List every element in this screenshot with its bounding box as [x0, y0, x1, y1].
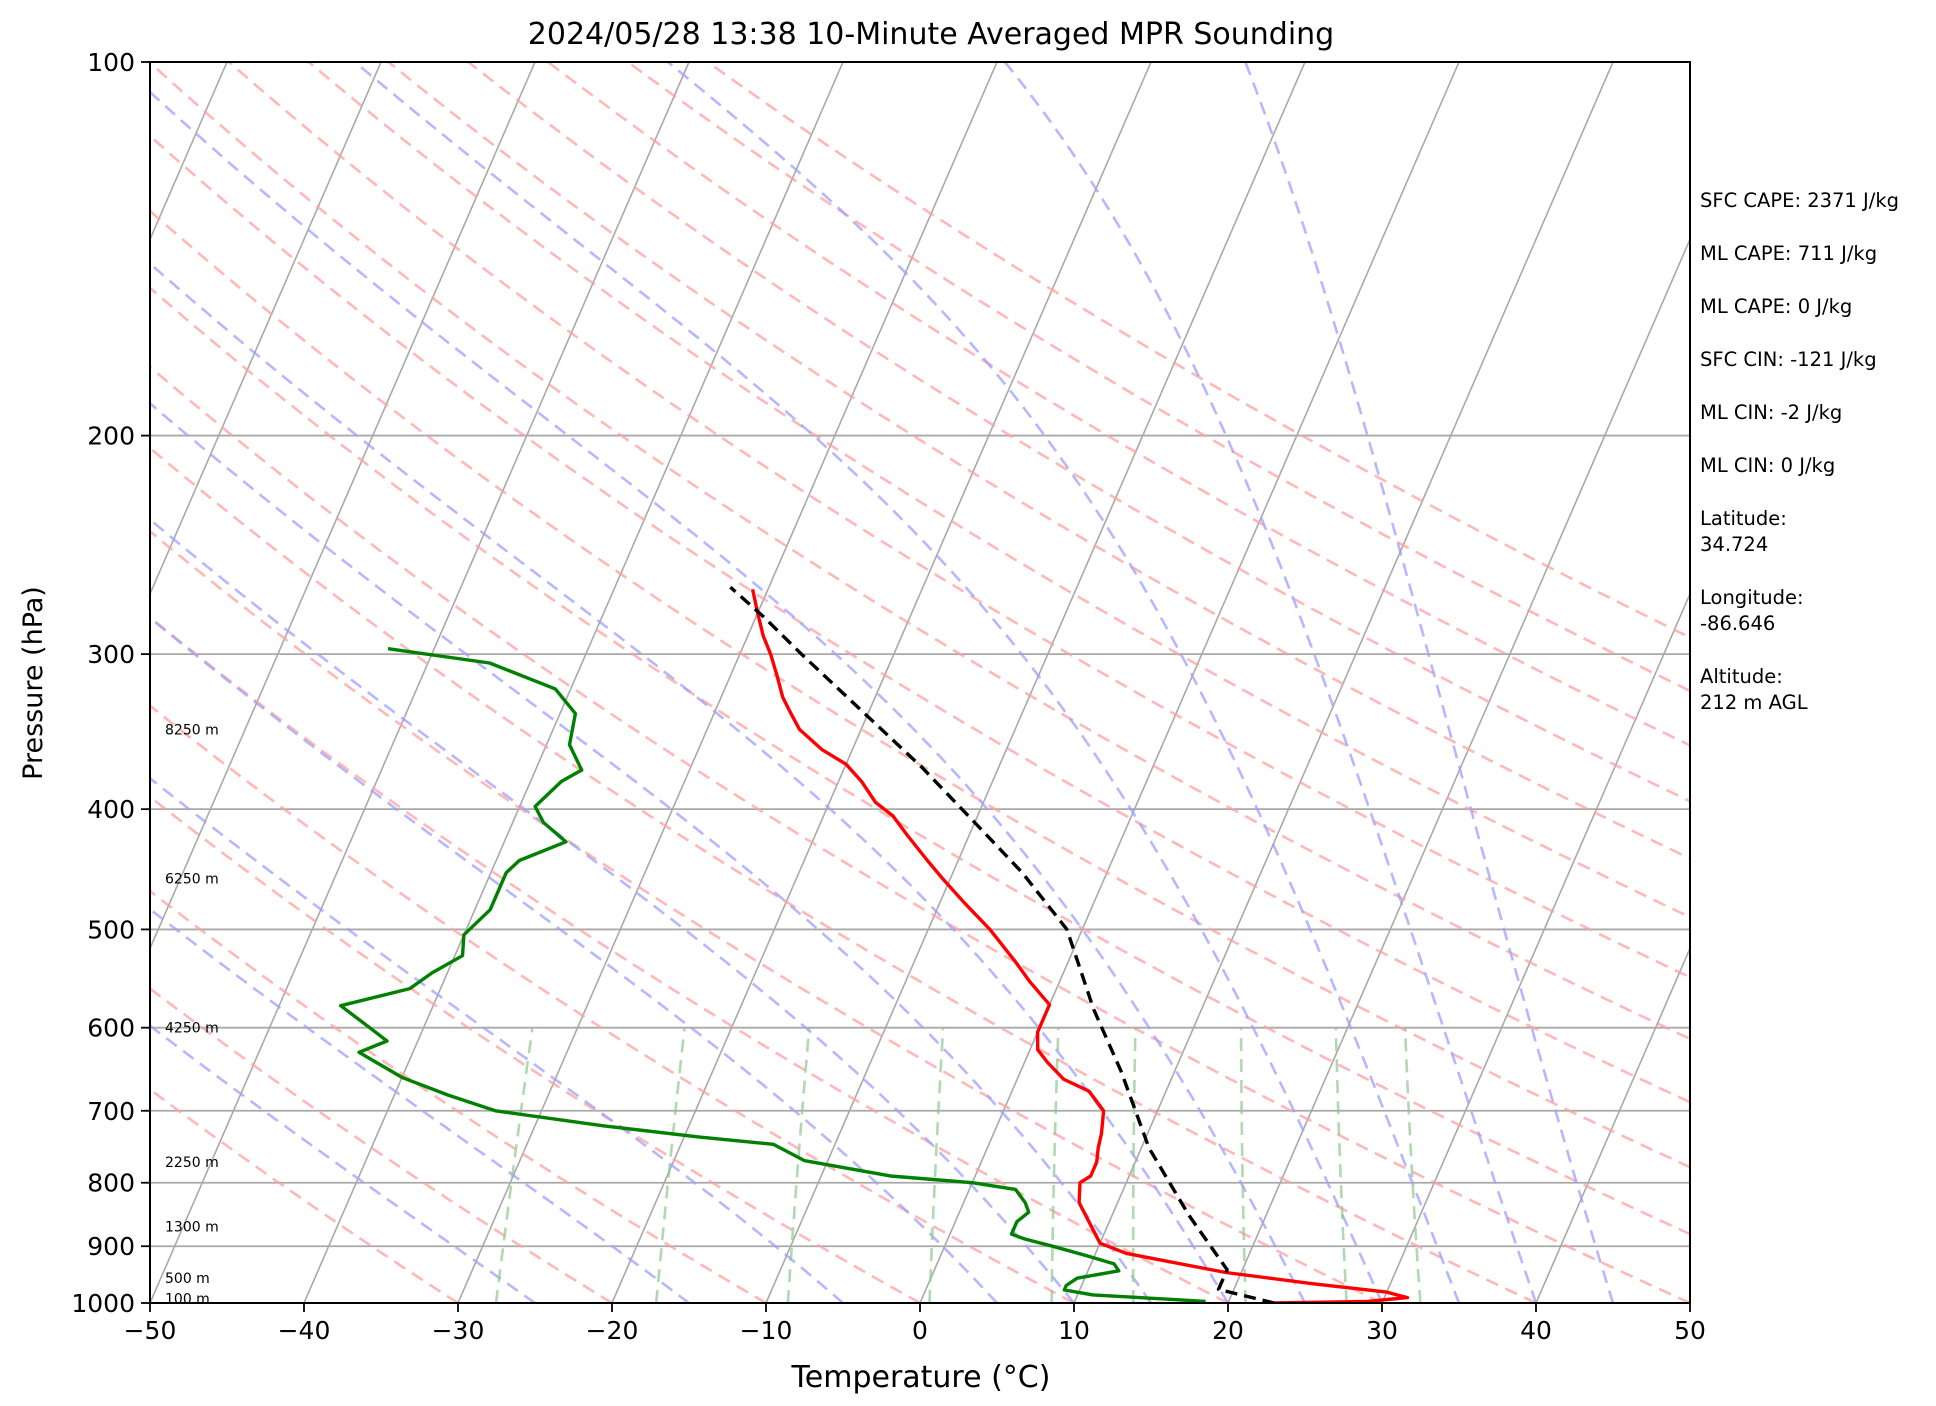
moist-adiabat	[150, 907, 690, 1303]
ml-cin-label-2: ML CIN: 0 J/kg	[1700, 454, 1836, 477]
sfc-cape-label: SFC CAPE: 2371 J/kg	[1700, 189, 1900, 212]
mixing-ratio-line	[494, 1027, 534, 1303]
height-label: 500 m	[165, 1271, 210, 1287]
ml-cin-label: ML CIN: -2 J/kg	[1700, 401, 1843, 424]
isotherm-20	[1227, 237, 1690, 1303]
y-tick-label: 400	[87, 795, 135, 824]
latitude-label: Latitude: 34.724	[1700, 507, 1787, 556]
temperature-profile	[750, 588, 1410, 1303]
y-tick-label: 500	[87, 915, 135, 944]
x-tick-label: 0	[912, 1316, 928, 1345]
x-tick-label: 50	[1674, 1316, 1706, 1345]
moist-adiabat	[150, 90, 1307, 1303]
isotherm--30	[457, 62, 998, 1303]
x-tick-label: −30	[432, 1316, 485, 1345]
height-label: 1300 m	[165, 1220, 219, 1236]
height-label: 6250 m	[165, 872, 219, 888]
ml-cape-label: ML CAPE: 711 J/kg	[1700, 242, 1878, 265]
y-tick-label: 1000	[71, 1289, 135, 1318]
chart-title: 2024/05/28 13:38 10-Minute Averaged MPR …	[528, 17, 1334, 52]
dewpoint-profile	[339, 647, 1206, 1303]
y-tick-label: 100	[87, 48, 135, 77]
dry-adiabat	[150, 615, 1229, 1303]
x-tick-label: 40	[1520, 1316, 1552, 1345]
height-label: 100 m	[165, 1292, 210, 1308]
moist-adiabat	[667, 62, 1461, 1303]
dry-adiabat	[150, 134, 1690, 1104]
y-tick-label: 200	[87, 422, 135, 451]
isotherm-10	[1073, 62, 1614, 1303]
x-tick-label: −20	[586, 1316, 639, 1345]
isotherm-40	[1535, 946, 1690, 1303]
moist-adiabat	[150, 517, 1076, 1303]
dry-adiabat	[150, 62, 1690, 1041]
axes: −50 −40 −30 −20 −10 0 10 20 30 40 50 1000 900 800 700 6…	[71, 48, 1706, 1345]
x-tick-label: 20	[1212, 1316, 1244, 1345]
longitude-label: Longitude: -86.646	[1700, 586, 1804, 635]
dry-adiabat	[150, 209, 1690, 1169]
mixing-ratio-line	[1050, 1027, 1060, 1303]
mixing-ratio-line	[1403, 1027, 1422, 1303]
y-tick-label: 600	[87, 1014, 135, 1043]
plot-frame	[149, 61, 1691, 1304]
moist-adiabat	[150, 401, 1153, 1303]
isotherm-30	[1381, 591, 1690, 1303]
isotherm--60	[150, 62, 536, 951]
isotherm--20	[611, 62, 1152, 1303]
dry-adiabat	[150, 889, 767, 1303]
x-tick-label: −40	[278, 1316, 331, 1345]
mixing-ratio-line	[1131, 1027, 1137, 1303]
isotherm--50	[150, 62, 690, 1303]
moist-adiabat	[1244, 62, 1615, 1303]
y-tick-label: 300	[87, 640, 135, 669]
isotherm--40	[303, 62, 844, 1303]
dry-adiabat	[307, 62, 1690, 919]
dry-adiabat	[150, 286, 1690, 1236]
x-tick-label: 30	[1366, 1316, 1398, 1345]
parcel-profile	[729, 585, 1275, 1303]
moist-adiabat	[150, 1024, 536, 1303]
y-tick-label: 900	[87, 1232, 135, 1261]
y-tick-label: 700	[87, 1097, 135, 1126]
mixing-ratio-line	[1239, 1027, 1247, 1303]
ml-cape-label-2: ML CAPE: 0 J/kg	[1700, 295, 1853, 318]
dry-adiabat	[150, 1087, 459, 1303]
mixing-ratio-line	[786, 1027, 811, 1303]
moist-adiabat	[150, 616, 998, 1303]
moist-adiabat	[1003, 62, 1538, 1303]
mixing-ratio-line	[928, 1027, 945, 1303]
isotherm-0	[919, 62, 1460, 1303]
sounding-profiles	[339, 585, 1410, 1303]
altitude-label: Altitude: 212 m AGL	[1700, 665, 1808, 714]
moist-adiabat	[150, 261, 1230, 1303]
height-label: 8250 m	[165, 722, 219, 738]
dry-adiabat	[387, 62, 1690, 860]
x-tick-label: −10	[740, 1316, 793, 1345]
reference-lines	[150, 62, 1690, 1303]
x-axis-label: Temperature (°C)	[791, 1360, 1051, 1395]
x-tick-label: 10	[1058, 1316, 1090, 1345]
dry-adiabat	[706, 62, 1690, 639]
height-label: 4250 m	[165, 1021, 219, 1037]
mixing-ratio-line	[1334, 1027, 1348, 1303]
dry-adiabat	[150, 704, 1075, 1303]
dry-adiabat	[150, 365, 1690, 1303]
y-axis-label: Pressure (hPa)	[18, 586, 49, 780]
isotherm--70	[150, 62, 382, 596]
dry-adiabat	[150, 529, 1383, 1303]
height-label: 2250 m	[165, 1155, 219, 1171]
dry-adiabat	[228, 62, 1690, 979]
sounding-parameters-panel: SFC CAPE: 2371 J/kg ML CAPE: 711 J/kg ML…	[1700, 188, 1930, 743]
dry-adiabat	[150, 446, 1537, 1303]
mixing-ratio-line	[654, 1027, 686, 1303]
dry-adiabat	[627, 62, 1690, 693]
isotherm--10	[765, 62, 1306, 1303]
sfc-cin-label: SFC CIN: -121 J/kg	[1700, 348, 1877, 371]
x-tick-label: −50	[124, 1316, 177, 1345]
dry-adiabat	[150, 795, 921, 1303]
y-tick-label: 800	[87, 1169, 135, 1198]
